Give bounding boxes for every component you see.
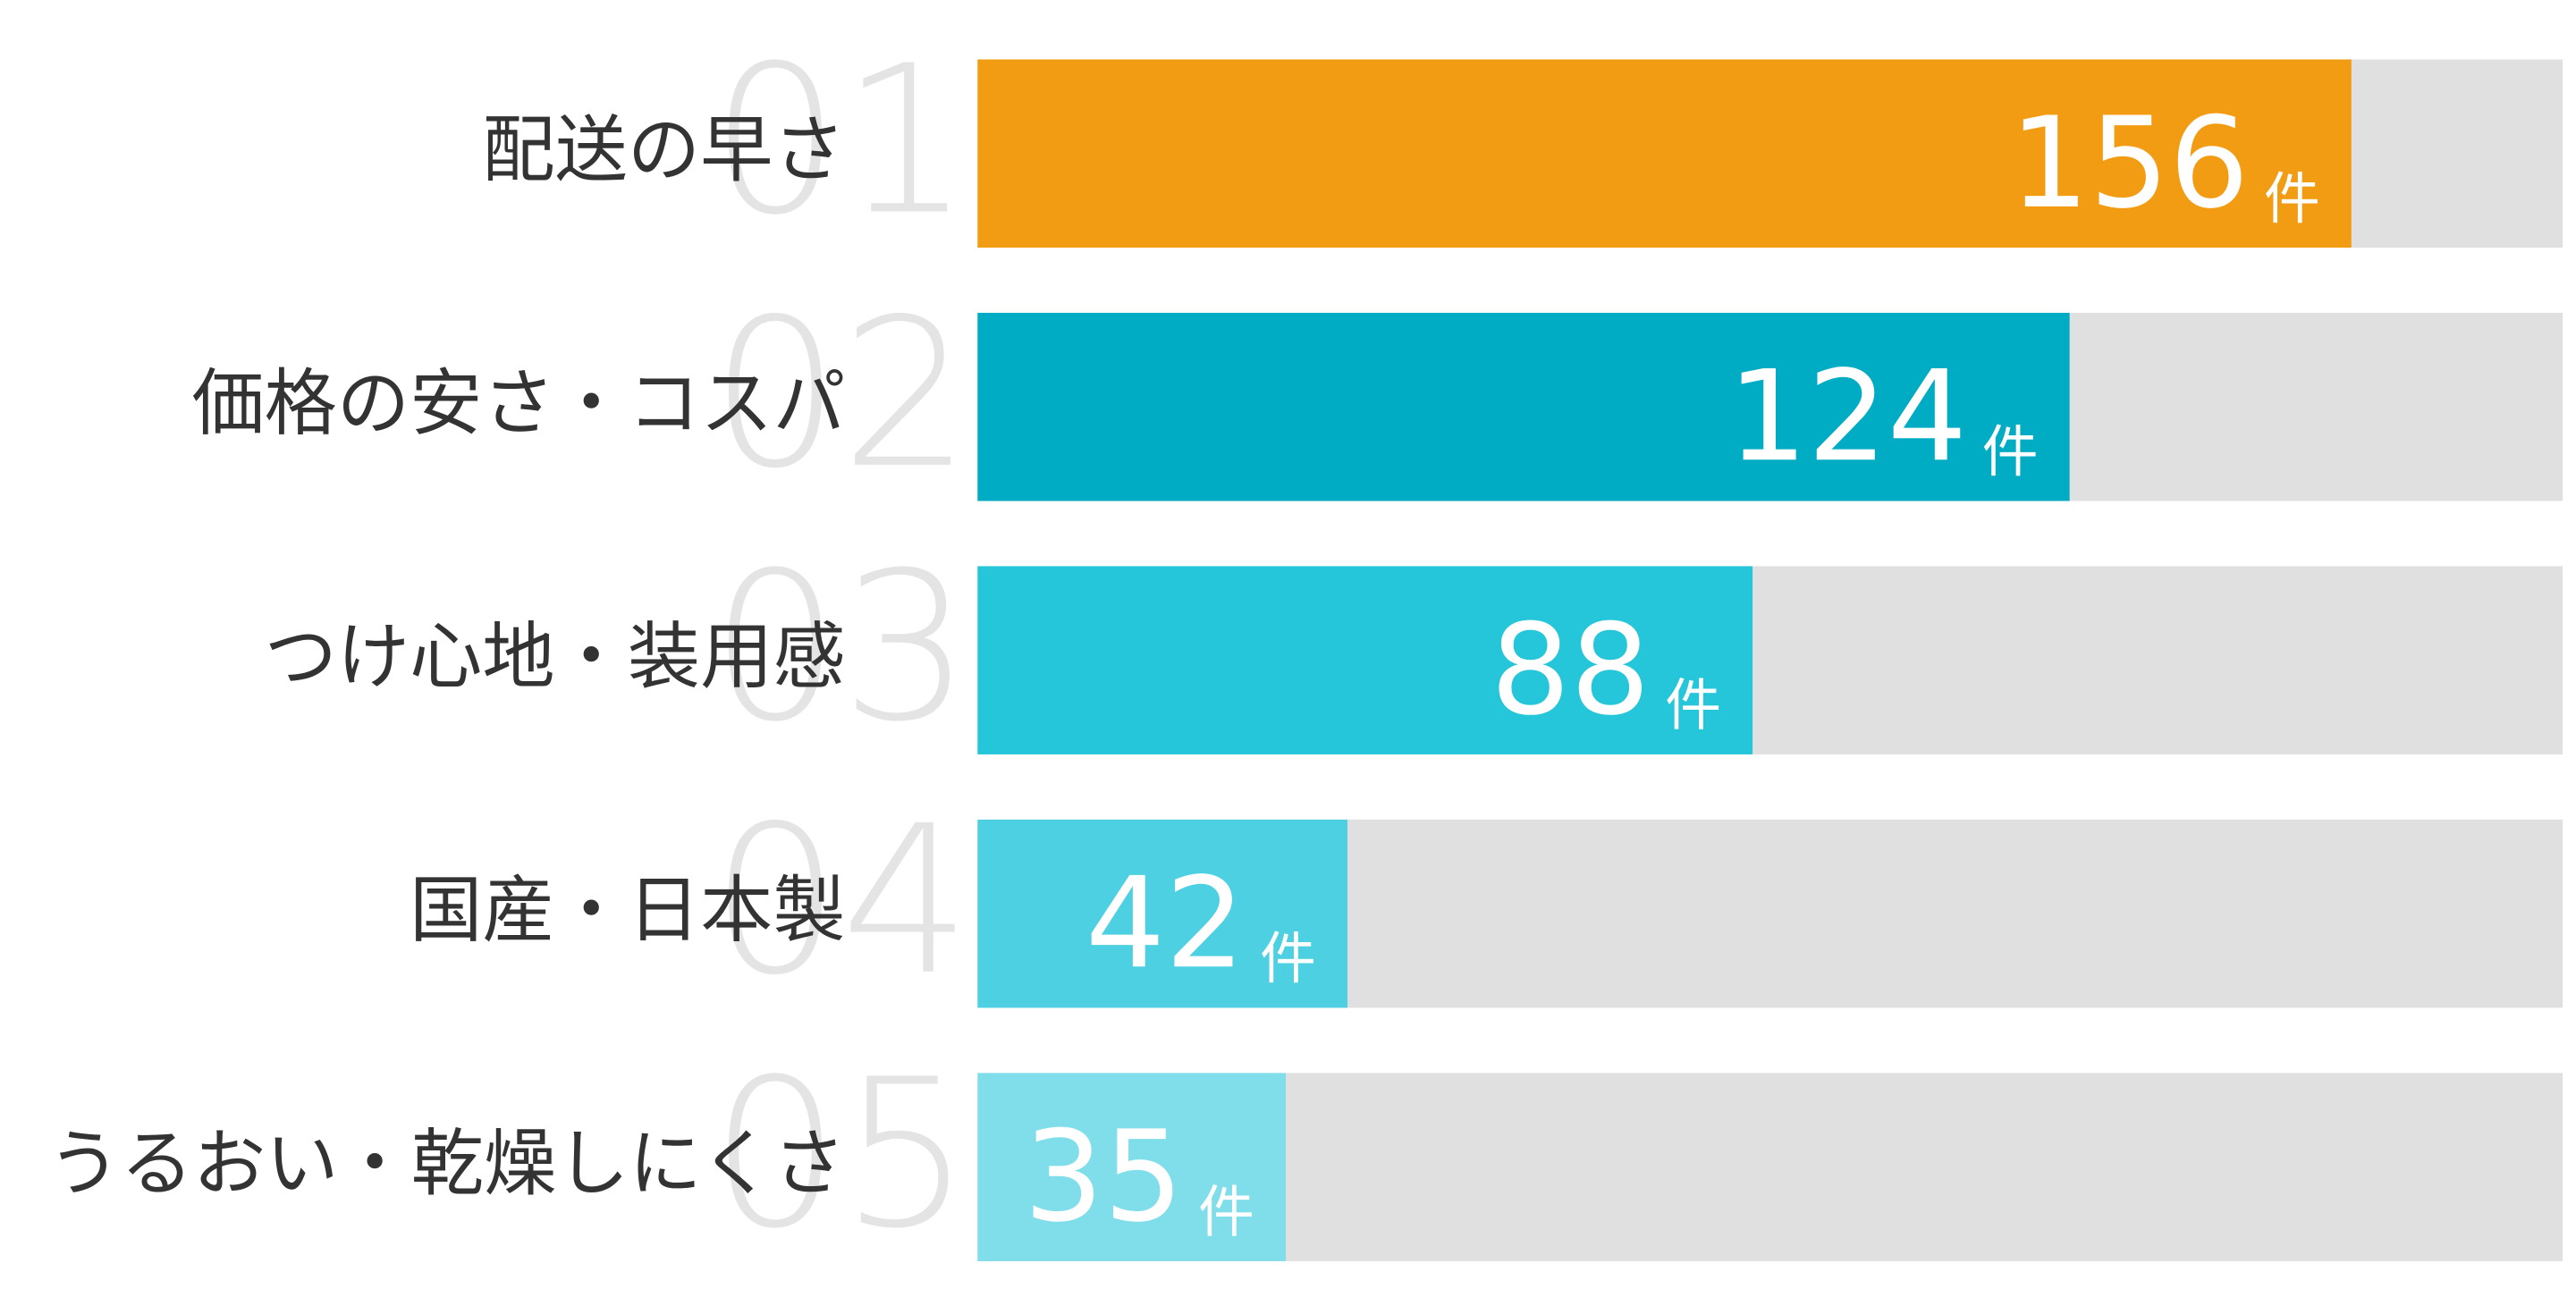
category-label: うるおい・乾燥しにくさ	[47, 1123, 845, 1207]
rank-number: 03	[711, 528, 971, 767]
value-unit: 件	[1260, 926, 1316, 991]
category-label: 国産・日本製	[410, 869, 845, 953]
rank-number: 04	[711, 782, 971, 1021]
value-unit: 件	[1982, 419, 2039, 484]
rank-number: 02	[711, 275, 971, 514]
value-unit: 件	[2264, 166, 2320, 232]
value-label: 35	[1024, 1105, 1184, 1251]
category-label: 配送の早さ	[482, 109, 845, 193]
value-label: 156	[2009, 91, 2249, 237]
bar	[977, 819, 1347, 1008]
value-unit: 件	[1665, 673, 1721, 738]
category-label: つけ心地・装用感	[265, 616, 846, 700]
rank-number: 01	[711, 21, 971, 260]
rank-number: 05	[711, 1035, 971, 1274]
category-label: 価格の安さ・コスパ	[191, 362, 845, 446]
bar	[977, 566, 1753, 754]
bar	[977, 59, 2352, 248]
bar	[977, 1073, 1287, 1261]
value-label: 42	[1085, 851, 1246, 997]
value-label: 88	[1491, 598, 1651, 744]
value-unit: 件	[1198, 1180, 1254, 1245]
value-label: 124	[1727, 344, 1967, 490]
bar	[977, 312, 2070, 501]
